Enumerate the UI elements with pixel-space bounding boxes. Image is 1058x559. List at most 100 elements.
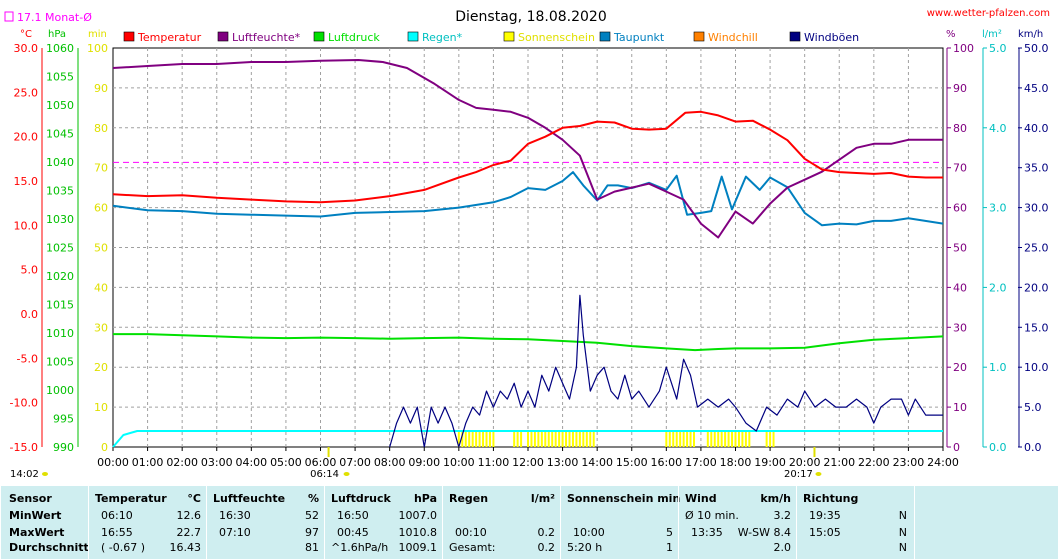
pressure-tick-label: 1045 (46, 128, 74, 141)
dir-max-time: 15:05 (809, 526, 841, 539)
temp-avg-val: 16.43 (169, 541, 202, 554)
col-empty (914, 486, 1058, 559)
x-tick-label: 22:00 (858, 456, 890, 469)
col-humidity: Luftfeuchte % 16:30 52 07:10 97 81 (206, 486, 325, 559)
hum-min-time: 16:30 (219, 509, 251, 522)
rain-tick-label: 3.0 (989, 202, 1007, 215)
row-min-label: MinWert (9, 509, 62, 522)
col-sunshine: Sonnenschein min 10:00 5 5:20 h 1 (560, 486, 681, 559)
row-max-label: MaxWert (9, 526, 65, 539)
hum-max-val: 97 (305, 526, 319, 539)
pressure-tick-label: 1060 (46, 42, 74, 55)
temp-tick-label: 25.0 (14, 86, 39, 99)
x-tick-label: 20:00 (789, 456, 821, 469)
legend-swatch (599, 31, 611, 42)
hdr-hum: Luftfeuchte (213, 492, 286, 505)
unit-wind: km/h (1018, 29, 1043, 40)
temp-tick-label: 0.0 (21, 308, 39, 321)
x-tick-label: 06:00 (305, 456, 337, 469)
pressure-tick-label: 1025 (46, 242, 74, 255)
chart-header: 17.1 Monat-Ø Dienstag, 18.08.2020 www.we… (4, 8, 1050, 40)
min-tick-label: 80 (94, 122, 108, 135)
min-tick-label: 70 (94, 162, 108, 175)
legend-swatch (503, 31, 515, 42)
pct-tick-label: 30 (953, 321, 967, 334)
temp-max-val: 22.7 (176, 526, 202, 539)
time-left-sun-icon (42, 472, 48, 476)
temp-tick-label: 10.0 (14, 219, 39, 232)
pressure-tick-label: 1015 (46, 299, 74, 312)
temp-tick-label: -5.0 (17, 352, 38, 365)
month-avg-label: 17.1 Monat-Ø (17, 11, 92, 24)
hdr-wind: Wind (685, 492, 717, 505)
press-min-time: 16:50 (337, 509, 369, 522)
col-direction: Richtung 19:35 N 15:05 N N (796, 486, 915, 559)
x-tick-label: 09:00 (408, 456, 440, 469)
stats-table: Sensor MinWert MaxWert Durchschnitt Temp… (0, 486, 1058, 559)
temp-tick-label: 5.0 (21, 264, 39, 277)
humidity-line (112, 59, 943, 239)
wind-tick-label: 35.0 (1024, 162, 1049, 175)
pct-tick-label: 100 (953, 42, 974, 55)
press-avg-val: 1009.1 (398, 541, 438, 554)
pct-tick-label: 0 (953, 441, 960, 454)
weather-chart: 17.1 Monat-Ø Dienstag, 18.08.2020 www.we… (4, 8, 1050, 480)
rain-max-val: 0.2 (537, 526, 556, 539)
legend-swatch (789, 31, 801, 42)
pressure-tick-label: 1040 (46, 156, 74, 169)
x-tick-label: 11:00 (478, 456, 510, 469)
pressure-tick-label: 1055 (46, 71, 74, 84)
hdr-hum-unit: % (307, 492, 319, 505)
sun-max-time: 10:00 (573, 526, 605, 539)
temp-avg-time: ( -0.67 ) (101, 541, 146, 554)
col-rain: Regen l/m² 00:10 0.2 Gesamt: 0.2 (442, 486, 561, 559)
wind-tick-label: 15.0 (1024, 321, 1049, 334)
rain-tick-label: 1.0 (989, 361, 1007, 374)
x-tick-label: 12:00 (512, 456, 544, 469)
hdr-sensor: Sensor (9, 492, 52, 505)
dir-max-val: N (898, 526, 907, 539)
x-tick-label: 14:00 (581, 456, 613, 469)
hdr-sun: Sonnenschein min (567, 492, 681, 505)
legend: Temperatur Luftfeuchte* Luftdruck Regen* Son… (123, 31, 859, 44)
hdr-temp: Temperatur (95, 492, 167, 505)
dir-min-val: N (898, 509, 907, 522)
rain-tick-label: 0.0 (989, 441, 1007, 454)
rain-tick-label: 5.0 (989, 42, 1007, 55)
hdr-wind-unit: km/h (760, 492, 791, 505)
pct-tick-label: 20 (953, 361, 967, 374)
series-group (112, 59, 944, 448)
x-tick-label: 16:00 (650, 456, 682, 469)
press-max-val: 1010.8 (398, 526, 438, 539)
sunset-label: 20:17 (784, 469, 813, 480)
site-url: www.wetter-pfalzen.com (927, 8, 1050, 19)
x-tick-label: 03:00 (201, 456, 233, 469)
legend-label: Taupunkt (613, 31, 665, 44)
hdr-dir: Richtung (803, 492, 859, 505)
x-tick-label: 07:00 (339, 456, 371, 469)
pct-tick-label: 60 (953, 202, 967, 215)
x-tick-label: 18:00 (720, 456, 752, 469)
legend-label: Windböen (804, 31, 859, 44)
legend-label: Temperatur (137, 31, 202, 44)
pressure-tick-label: 1000 (46, 384, 74, 397)
x-tick-label: 23:00 (893, 456, 925, 469)
col-sensor: Sensor MinWert MaxWert Durchschnitt (0, 486, 89, 559)
pressure-tick-label: 995 (53, 413, 74, 426)
pct-tick-label: 50 (953, 242, 967, 255)
x-tick-label: 15:00 (616, 456, 648, 469)
x-tick-label: 21:00 (823, 456, 855, 469)
x-axis-labels: 00:00 01:00 02:00 03:00 04:00 05:00 06:00 07:00… (10, 447, 959, 480)
temperature-line (112, 110, 943, 204)
dewpoint-line (112, 171, 944, 227)
x-tick-label: 00:00 (97, 456, 129, 469)
pressure-tick-label: 1005 (46, 356, 74, 369)
wind-min-val: 3.2 (773, 509, 792, 522)
wind-tick-label: 50.0 (1024, 42, 1049, 55)
wind-max-val: W-SW 8.4 (737, 526, 791, 539)
wind-gusts-line (389, 294, 943, 448)
unit-pct: % (946, 29, 956, 40)
x-tick-label: 01:00 (132, 456, 164, 469)
pct-tick-label: 40 (953, 281, 967, 294)
row-avg-label: Durchschnitt (9, 541, 89, 554)
